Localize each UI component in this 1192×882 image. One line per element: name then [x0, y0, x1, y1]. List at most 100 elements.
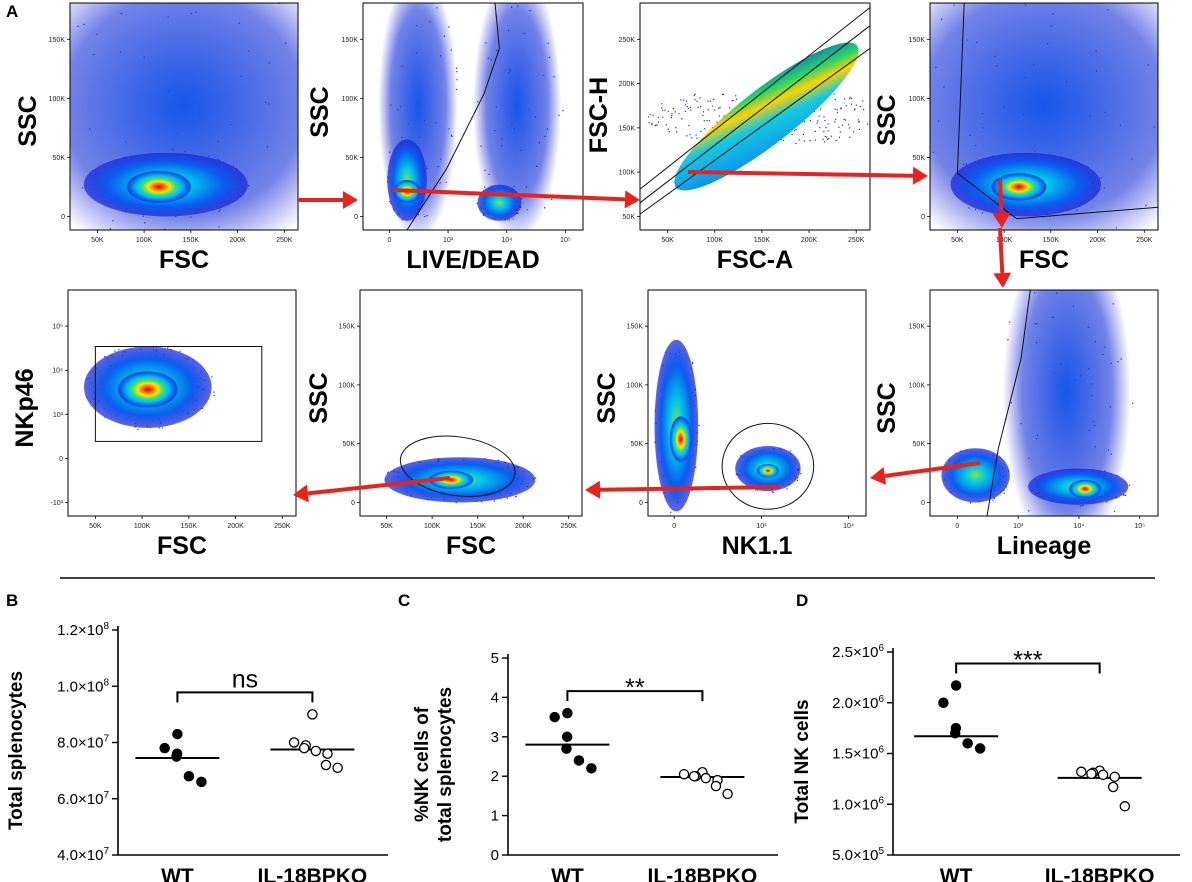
series-il-18bpko	[660, 767, 745, 800]
data-point	[700, 772, 712, 784]
gate-line	[406, 3, 500, 230]
y-axis-label: FSC-H	[585, 77, 613, 153]
y-axis-label: SSC	[305, 372, 333, 423]
x-tick-label: 200K	[801, 237, 818, 244]
x-axis-label: FSC	[159, 246, 209, 274]
significance-label: ***	[1013, 646, 1042, 674]
y-tick-label: 10⁵	[52, 324, 63, 331]
series-wt	[525, 707, 610, 774]
y-tick-label: 150K	[619, 125, 636, 132]
data-point	[159, 742, 170, 754]
y-tick-label: 50K	[346, 155, 359, 162]
y-axis-label: SSC	[306, 86, 334, 137]
plot-frame	[359, 289, 583, 517]
y-tick-label: 100K	[339, 382, 356, 389]
panel-label-c: C	[398, 591, 410, 610]
y-axis-label: %NK cells of	[412, 706, 433, 822]
x-axis-label: NK1.1	[722, 532, 793, 560]
x-tick-label: 200K	[227, 523, 244, 530]
y-axis-label: SSC	[873, 382, 901, 433]
gate-line	[640, 7, 870, 215]
y-tick-label: 1.0×106	[832, 795, 884, 813]
series-wt	[914, 680, 999, 754]
y-axis-label: SSC	[873, 94, 901, 145]
y-tick-label: 100K	[49, 96, 66, 103]
gate-line	[986, 290, 1031, 516]
y-tick-label: 150K	[909, 324, 926, 331]
flow-plot-p7: 50K 100K 150K 200K 250K 0 50K 100K 150K FSC SSC	[305, 289, 583, 560]
x-axis-label: LIVE/DEAD	[406, 246, 539, 274]
data-point	[1076, 766, 1087, 778]
data-point	[298, 742, 310, 754]
x-tick-label: 0	[387, 237, 391, 244]
data-point	[586, 763, 597, 774]
density-cloud	[654, 339, 815, 513]
y-tick-label: 4.0×107	[57, 846, 109, 864]
y-tick-label: 150K	[627, 324, 644, 331]
y-tick-label: 0	[59, 456, 63, 463]
category-label: WT	[940, 865, 973, 882]
x-tick-label: 150K	[1043, 237, 1060, 244]
x-tick-label: 250K	[1136, 237, 1153, 244]
y-axis-label: SSC	[593, 372, 621, 423]
data-point	[322, 748, 333, 760]
plot-frame	[929, 289, 1159, 517]
y-tick-label: 5	[491, 650, 499, 667]
x-tick-label: 150K	[181, 523, 198, 530]
y-tick-label: 0	[921, 214, 925, 221]
gating-arrow	[870, 461, 981, 485]
x-tick-label: 250K	[848, 237, 865, 244]
x-tick-label: 200K	[229, 237, 246, 244]
category-label: IL-18BPKO	[258, 865, 368, 882]
x-tick-label: 200K	[1089, 237, 1106, 244]
density-cloud	[640, 7, 870, 215]
y-axis-label: total splenocytes	[435, 687, 456, 842]
y-tick-label: 2.5×106	[832, 643, 884, 661]
x-tick-label: 0	[955, 523, 959, 530]
data-point	[573, 755, 585, 766]
x-tick-label: 50K	[380, 523, 393, 530]
y-tick-label: 50K	[913, 155, 926, 162]
x-tick-label: 250K	[276, 237, 293, 244]
data-point	[1097, 769, 1109, 781]
data-point	[1109, 771, 1120, 783]
gating-arrows	[293, 166, 1012, 503]
y-tick-label: 50K	[913, 441, 926, 448]
y-tick-label: 3	[491, 729, 499, 746]
significance-label: ns	[232, 665, 258, 693]
data-point	[678, 768, 690, 780]
flow-cytometry-gating: 50K 100K 150K 200K 250K 0 50K 100K 150K FSC SSC 0 10…	[11, 2, 1159, 560]
category-label: IL-18BPKO	[648, 865, 758, 882]
plot-frame	[929, 2, 1159, 231]
x-tick-label: 50K	[661, 237, 674, 244]
x-tick-label: 100K	[134, 523, 151, 530]
data-point	[950, 680, 962, 691]
data-point	[183, 771, 195, 782]
category-label: WT	[551, 865, 584, 882]
gating-arrow	[993, 227, 1012, 288]
gating-arrow	[392, 188, 640, 209]
gating-arrow	[992, 179, 1011, 228]
x-tick-label: 10⁵	[1134, 523, 1145, 530]
x-tick-label: 50K	[89, 523, 102, 530]
plot-frame	[69, 2, 299, 231]
data-point	[310, 745, 322, 757]
panel-label-b: B	[6, 591, 18, 610]
y-tick-label: 50K	[53, 155, 66, 162]
plot-frame	[639, 2, 871, 231]
y-tick-label: 100K	[342, 96, 359, 103]
x-tick-label: 10³	[443, 237, 454, 244]
data-point	[974, 743, 986, 754]
y-tick-label: 150K	[339, 324, 356, 331]
y-tick-label: 150K	[909, 37, 926, 44]
flow-plot-p4: 50K 100K 150K 200K 250K 0 50K 100K 150K FSC SSC	[873, 2, 1159, 274]
x-tick-label: 100K	[707, 237, 724, 244]
flow-plot-p5: 0 10³ 10⁴ 10⁵ 0 50K 100K 150K Lineage SSC	[873, 289, 1159, 560]
x-tick-label: 200K	[515, 523, 532, 530]
y-tick-label: 150K	[49, 37, 66, 44]
significance-bracket	[176, 691, 314, 703]
y-tick-label: 2.0×106	[832, 694, 884, 712]
x-tick-label: 0	[672, 523, 676, 530]
gate-line	[956, 3, 1158, 220]
gate-ellipse	[721, 422, 815, 510]
